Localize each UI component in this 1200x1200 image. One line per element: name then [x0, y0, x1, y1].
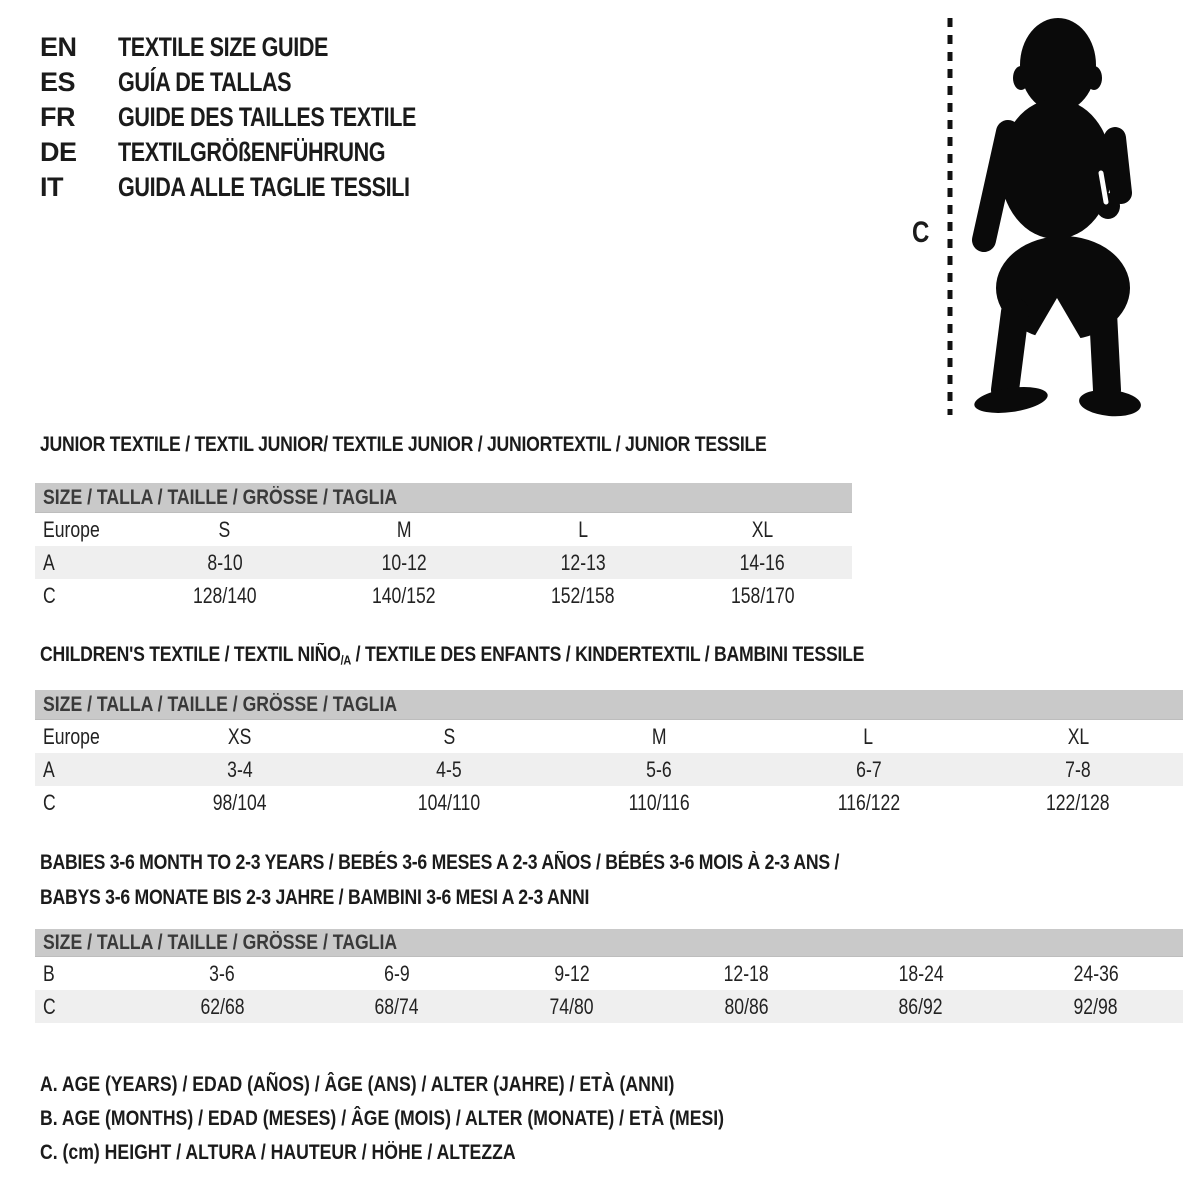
junior-section-heading: JUNIOR TEXTILE / TEXTIL JUNIOR/ TEXTILE …	[40, 433, 767, 456]
table-cell: 62/68	[200, 993, 245, 1019]
babies-section-heading: BABIES 3-6 MONTH TO 2-3 YEARS / BEBÉS 3-…	[40, 851, 840, 909]
row-label: C	[43, 993, 56, 1019]
row-label: A	[43, 549, 55, 575]
size-header-bar: SIZE / TALLA / TAILLE / GRÖSSE / TAGLIA	[35, 690, 1183, 720]
row-label: A	[43, 756, 55, 782]
table-cell: 98/104	[212, 789, 267, 815]
table-cell: 128/140	[192, 582, 257, 608]
col-header: XL	[751, 516, 774, 542]
junior-size-table: SIZE / TALLA / TAILLE / GRÖSSE / TAGLIA …	[35, 483, 852, 612]
col-header: S	[218, 516, 231, 542]
table-cell: 18-24	[898, 960, 944, 986]
size-header-bar: SIZE / TALLA / TAILLE / GRÖSSE / TAGLIA	[35, 483, 852, 513]
table-row-months: B 3-6 6-9 9-12 12-18 18-24 24-36	[35, 957, 1183, 990]
lang-title: GUÍA DE TALLAS	[118, 67, 292, 97]
lang-title: TEXTILGRÖßENFÜHRUNG	[118, 137, 386, 167]
table-cell: 92/98	[1073, 993, 1118, 1019]
height-measure-label: C	[912, 216, 930, 249]
children-size-table: SIZE / TALLA / TAILLE / GRÖSSE / TAGLIA …	[35, 690, 1183, 819]
lang-row-de: DE TEXTILGRÖßENFÜHRUNG	[40, 135, 491, 170]
table-cell: 6-7	[855, 756, 882, 782]
table-row-age: A 3-4 4-5 5-6 6-7 7-8	[35, 753, 1183, 786]
col-header: L	[578, 516, 589, 542]
legend-line-c: C. (cm) HEIGHT / ALTURA / HAUTEUR / HÖHE…	[40, 1141, 516, 1164]
table-cell: 68/74	[374, 993, 420, 1019]
lang-row-en: EN TEXTILE SIZE GUIDE	[40, 30, 491, 65]
lang-code: IT	[40, 172, 64, 202]
col-header: M	[396, 516, 412, 542]
row-label: Europe	[43, 723, 100, 749]
table-cell: 74/80	[549, 993, 594, 1019]
col-header: L	[863, 723, 874, 749]
table-row-height: C 62/68 68/74 74/80 80/86 86/92 92/98	[35, 990, 1183, 1023]
lang-title: GUIDE DES TAILLES TEXTILE	[118, 102, 417, 132]
table-cell: 10-12	[381, 549, 427, 575]
size-header-bar: SIZE / TALLA / TAILLE / GRÖSSE / TAGLIA	[35, 929, 1183, 957]
table-cell: 9-12	[554, 960, 590, 986]
lang-code: FR	[40, 102, 76, 132]
toddler-silhouette-icon	[947, 18, 1141, 417]
table-row-height: C 128/140 140/152 152/158 158/170	[35, 579, 852, 612]
measure-legend: A. AGE (YEARS) / EDAD (AÑOS) / ÂGE (ANS)…	[40, 1068, 854, 1170]
table-cell: 122/128	[1046, 789, 1110, 815]
lang-title: TEXTILE SIZE GUIDE	[118, 32, 329, 62]
lang-row-fr: FR GUIDE DES TAILLES TEXTILE	[40, 100, 491, 135]
table-cell: 116/122	[837, 789, 900, 815]
table-cell: 3-4	[227, 756, 253, 782]
children-section-heading: CHILDREN'S TEXTILE / TEXTIL NIÑO/A / TEX…	[40, 643, 865, 668]
table-cell: 4-5	[436, 756, 463, 782]
lang-title: GUIDA ALLE TAGLIE TESSILI	[118, 172, 410, 202]
table-row-age: A 8-10 10-12 12-13 14-16	[35, 546, 852, 579]
row-label: C	[43, 789, 56, 815]
table-cell: 8-10	[206, 549, 243, 575]
lang-row-es: ES GUÍA DE TALLAS	[40, 65, 491, 100]
babies-size-table: SIZE / TALLA / TAILLE / GRÖSSE / TAGLIA …	[35, 929, 1183, 1023]
legend-line-b: B. AGE (MONTHS) / EDAD (MESES) / ÂGE (MO…	[40, 1107, 725, 1130]
legend-line-a: A. AGE (YEARS) / EDAD (AÑOS) / ÂGE (ANS)…	[40, 1073, 675, 1096]
col-header: XS	[228, 723, 252, 749]
table-cell: 158/170	[730, 582, 795, 608]
table-cell: 12-18	[723, 960, 769, 986]
row-label: B	[43, 960, 55, 986]
table-cell: 7-8	[1065, 756, 1091, 782]
table-cell: 152/158	[551, 582, 615, 608]
row-label: C	[43, 582, 56, 608]
table-row-height: C 98/104 104/110 110/116 116/122 122/128	[35, 786, 1183, 819]
lang-code: EN	[40, 32, 77, 62]
table-cell: 86/92	[898, 993, 944, 1019]
lang-row-it: IT GUIDA ALLE TAGLIE TESSILI	[40, 170, 491, 205]
row-label: Europe	[43, 516, 100, 542]
table-cell: 24-36	[1073, 960, 1119, 986]
table-cell: 6-9	[384, 960, 410, 986]
lang-code: ES	[40, 67, 76, 97]
lang-code: DE	[40, 137, 77, 167]
table-cell: 14-16	[739, 549, 785, 575]
nino-a-subscript: /A	[340, 652, 352, 668]
table-row-columns: Europe XS S M L XL	[35, 720, 1183, 753]
table-cell: 110/116	[628, 789, 690, 815]
language-title-list: EN TEXTILE SIZE GUIDE ES GUÍA DE TALLAS …	[40, 30, 491, 205]
table-cell: 104/110	[418, 789, 481, 815]
col-header: S	[443, 723, 456, 749]
col-header: M	[651, 723, 667, 749]
table-cell: 140/152	[372, 582, 436, 608]
table-cell: 5-6	[646, 756, 672, 782]
table-row-columns: Europe S M L XL	[35, 513, 852, 546]
col-header: XL	[1067, 723, 1089, 749]
table-cell: 12-13	[560, 549, 606, 575]
table-cell: 80/86	[724, 993, 769, 1019]
table-cell: 3-6	[209, 960, 236, 986]
